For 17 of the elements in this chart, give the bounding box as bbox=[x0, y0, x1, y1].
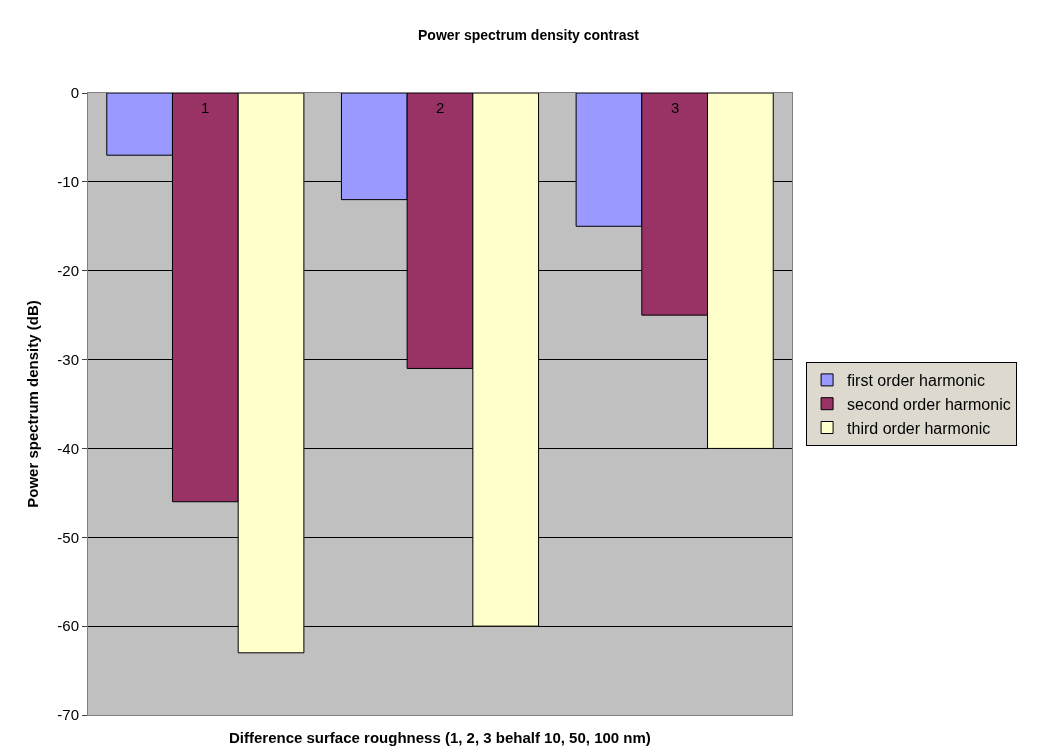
y-axis-title: Power spectrum density (dB) bbox=[23, 300, 41, 508]
x-tick-label: 1 bbox=[201, 99, 210, 116]
x-axis-title: Difference surface roughness (1, 2, 3 behalf 10, 50, 100 nm) bbox=[229, 729, 651, 746]
y-tick-label: -40 bbox=[57, 439, 79, 457]
y-tick-label: -50 bbox=[57, 528, 79, 546]
legend-label: third order harmonic bbox=[847, 419, 991, 437]
y-tick-label: -60 bbox=[57, 617, 79, 635]
y-tick-label: -30 bbox=[57, 350, 79, 368]
y-tick-label: -20 bbox=[57, 261, 79, 279]
chart-title: Power spectrum density contrast bbox=[418, 26, 640, 43]
x-tick-label: 2 bbox=[436, 99, 445, 116]
y-tick-label: -70 bbox=[57, 706, 79, 724]
legend-label: first order harmonic bbox=[847, 372, 985, 390]
y-tick-label: -10 bbox=[57, 173, 79, 191]
x-tick-label: 3 bbox=[671, 99, 680, 116]
legend-label: second order harmonic bbox=[847, 395, 1011, 413]
y-tick-label: 0 bbox=[70, 84, 79, 102]
